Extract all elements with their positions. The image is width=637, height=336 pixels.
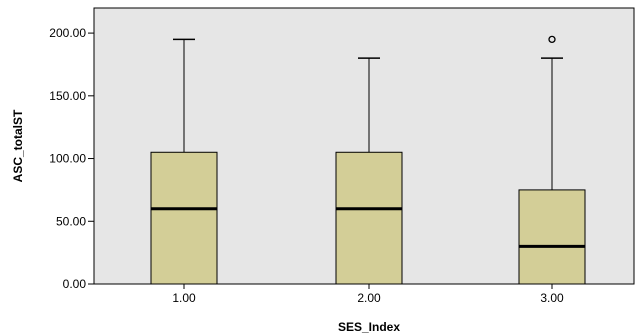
box	[518, 189, 586, 285]
y-tick-label: 50.00	[56, 214, 86, 228]
y-axis: 0.00 50.00 100.00 150.00 200.00	[49, 26, 94, 291]
outlier-point	[548, 35, 556, 44]
y-tick-label: 100.00	[49, 152, 86, 166]
box	[335, 151, 403, 285]
y-axis-title: ASC_totalST	[11, 109, 25, 182]
box-series	[150, 35, 586, 285]
x-tick-label: 1.00	[172, 291, 196, 305]
box-group	[335, 57, 403, 285]
box-group	[518, 35, 586, 285]
y-tick-label: 150.00	[49, 89, 86, 103]
box-group	[150, 38, 218, 285]
x-axis: 1.00 2.00 3.00	[172, 284, 564, 305]
y-tick-label: 200.00	[49, 26, 86, 40]
x-axis-title: SES_Index	[338, 320, 400, 334]
box	[150, 151, 218, 285]
y-tick-label: 0.00	[63, 277, 87, 291]
x-tick-label: 3.00	[540, 291, 564, 305]
x-tick-label: 2.00	[357, 291, 381, 305]
